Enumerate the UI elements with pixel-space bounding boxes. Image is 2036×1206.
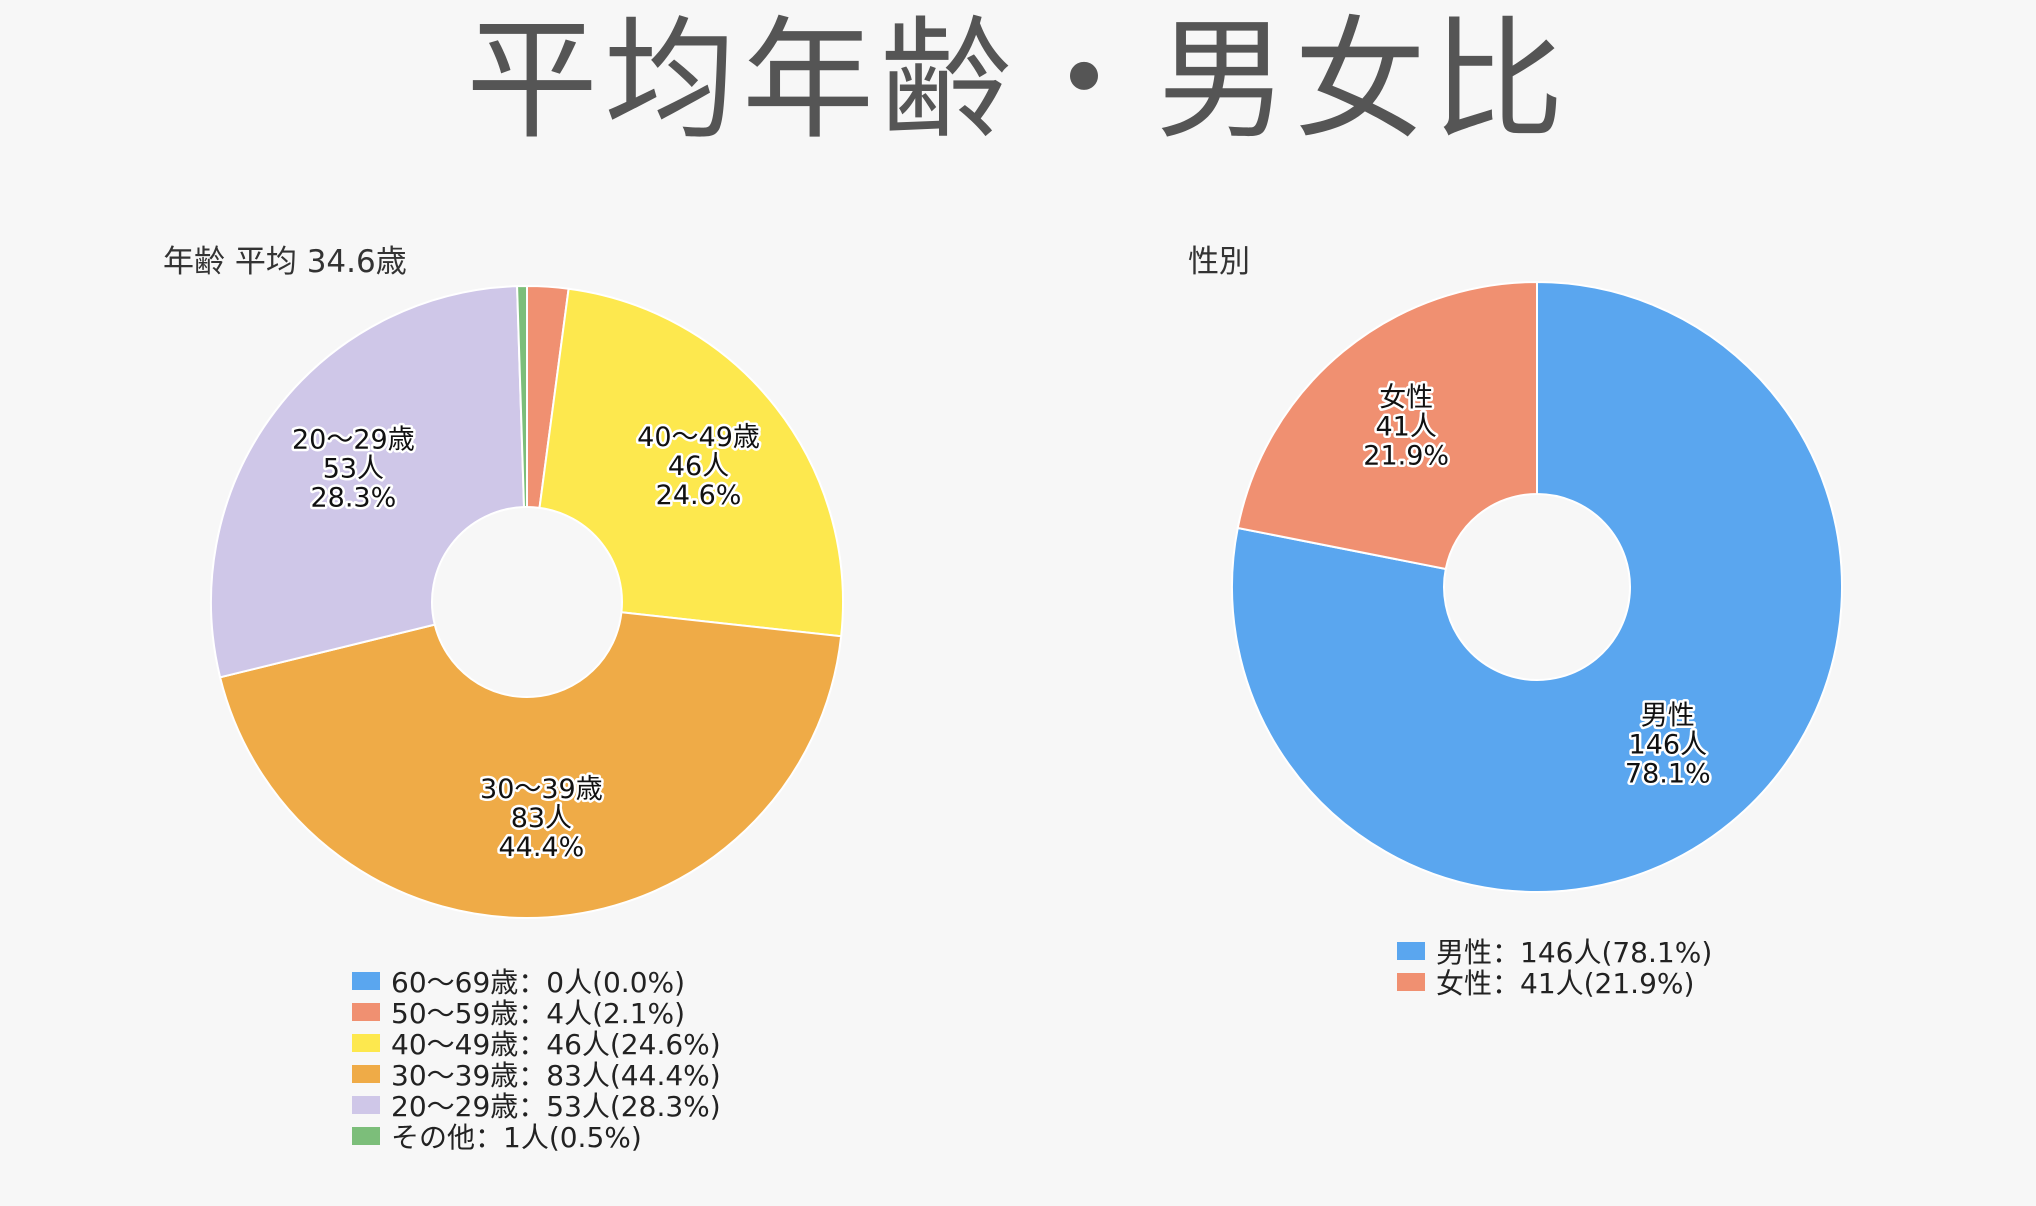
age-legend-swatch — [352, 1033, 380, 1052]
age-legend-item: その他：1人(0.5%) — [352, 1120, 721, 1154]
gender-slice-0 — [1231, 280, 1844, 893]
gender-slice-label-0-2: 78.1% — [1625, 759, 1711, 790]
age-legend-item: 50〜59歳：4人(2.1%) — [352, 996, 721, 1030]
gender-legend: 男性：146人(78.1%) 女性：41人(21.9%) — [1397, 935, 1712, 1000]
age-legend-label: その他：1人(0.5%) — [391, 1120, 642, 1154]
age-slice-2 — [538, 287, 844, 638]
age-legend-swatch — [352, 1095, 380, 1114]
age-legend-label: 60〜69歳：0人(0.0%) — [391, 965, 686, 999]
age-legend-item: 30〜39歳：83人(44.4%) — [352, 1058, 721, 1092]
age-legend-swatch — [352, 1064, 380, 1083]
gender-legend-label: 男性：146人(78.1%) — [1436, 935, 1713, 969]
age-legend-label: 50〜59歳：4人(2.1%) — [391, 996, 686, 1030]
gender-slice-1 — [1236, 280, 1538, 571]
age-legend-swatch — [352, 1126, 380, 1145]
age-slice-4 — [210, 285, 526, 679]
age-legend-label: 30〜39歳：83人(44.4%) — [391, 1058, 721, 1092]
age-slice-label-3-0: 30〜39歳 — [480, 774, 603, 805]
gender-legend-item: 女性：41人(21.9%) — [1397, 966, 1712, 1000]
age-chart-title: 年齢 平均 34.6歳 — [163, 244, 407, 280]
gender-legend-swatch — [1397, 941, 1425, 960]
age-slice-label-2-2: 24.6% — [656, 480, 742, 511]
age-slice-3 — [218, 611, 843, 919]
age-legend-swatch — [352, 1002, 380, 1021]
gender-slice-label-0-1: 146人 — [1629, 730, 1708, 761]
gender-slice-label-0-0: 男性 — [1641, 701, 1695, 732]
gender-legend-item: 男性：146人(78.1%) — [1397, 935, 1712, 969]
age-slice-label-2-0: 40〜49歳 — [637, 422, 760, 453]
age-slice-label-2-1: 46人 — [668, 451, 729, 482]
age-legend: 60〜69歳：0人(0.0%) 50〜59歳：4人(2.1%) 40〜49歳：46人… — [352, 965, 721, 1154]
age-legend-label: 20〜29歳：53人(28.3%) — [391, 1089, 721, 1123]
age-legend-item: 40〜49歳：46人(24.6%) — [352, 1027, 721, 1061]
gender-legend-swatch — [1397, 972, 1425, 991]
age-slice-label-4-2: 28.3% — [310, 483, 396, 514]
age-slice-label-3-1: 83人 — [511, 803, 572, 834]
age-slice-label-4-0: 20〜29歳 — [292, 425, 415, 456]
gender-slice-label-1-1: 41人 — [1376, 411, 1437, 442]
gender-chart-title: 性別 — [1188, 244, 1250, 280]
gender-slice-label-1-2: 21.9% — [1363, 440, 1449, 471]
age-legend-item: 60〜69歳：0人(0.0%) — [352, 965, 721, 999]
age-slice-label-3-2: 44.4% — [498, 832, 584, 863]
gender-legend-label: 女性：41人(21.9%) — [1436, 966, 1695, 1000]
age-slice-label-4-1: 53人 — [323, 454, 384, 485]
age-legend-label: 40〜49歳：46人(24.6%) — [391, 1027, 721, 1061]
age-legend-swatch — [352, 971, 380, 990]
page-title: 平均年齢・男女比 — [466, 4, 1570, 158]
age-legend-item: 20〜29歳：53人(28.3%) — [352, 1089, 721, 1123]
age-slice-5 — [516, 284, 528, 509]
gender-slice-label-1-0: 女性 — [1379, 382, 1433, 413]
